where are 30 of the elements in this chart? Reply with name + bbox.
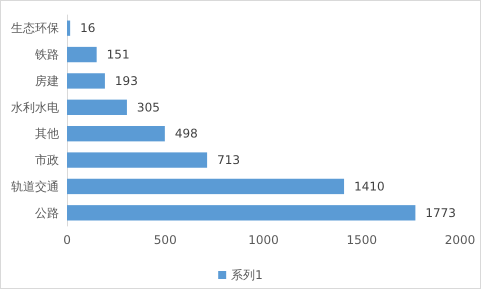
legend-label: 系列1 [231, 268, 263, 282]
y-tick-label: 铁路 [34, 48, 59, 62]
y-tick-label: 房建 [35, 74, 59, 88]
y-tick-label: 轨道交通 [11, 179, 59, 194]
y-tick-label: 水利水电 [11, 100, 59, 114]
data-label: 193 [114, 74, 138, 88]
x-tick-label: 2000 [444, 233, 476, 247]
bar [67, 126, 165, 142]
x-tick-label: 500 [154, 233, 177, 247]
data-label: 16 [80, 21, 96, 36]
y-tick-label: 其他 [35, 126, 59, 141]
bar [67, 100, 127, 115]
bar [67, 152, 208, 168]
data-label: 498 [174, 126, 198, 141]
data-label: 1410 [354, 179, 385, 194]
bar [67, 46, 97, 62]
y-tick-label: 市政 [35, 153, 59, 168]
y-tick-label: 生态环保 [11, 21, 59, 36]
bar [67, 20, 70, 36]
bar [67, 178, 344, 194]
bar [67, 73, 105, 89]
bar [67, 205, 416, 220]
data-label: 713 [217, 153, 240, 168]
x-tick-label: 0 [63, 233, 71, 247]
x-tick-label: 1500 [346, 233, 378, 247]
data-label: 151 [106, 48, 130, 62]
data-label: 1773 [425, 206, 456, 220]
x-tick-label: 1000 [248, 233, 279, 247]
y-tick-label: 公路 [35, 206, 59, 220]
data-label: 305 [136, 100, 160, 114]
